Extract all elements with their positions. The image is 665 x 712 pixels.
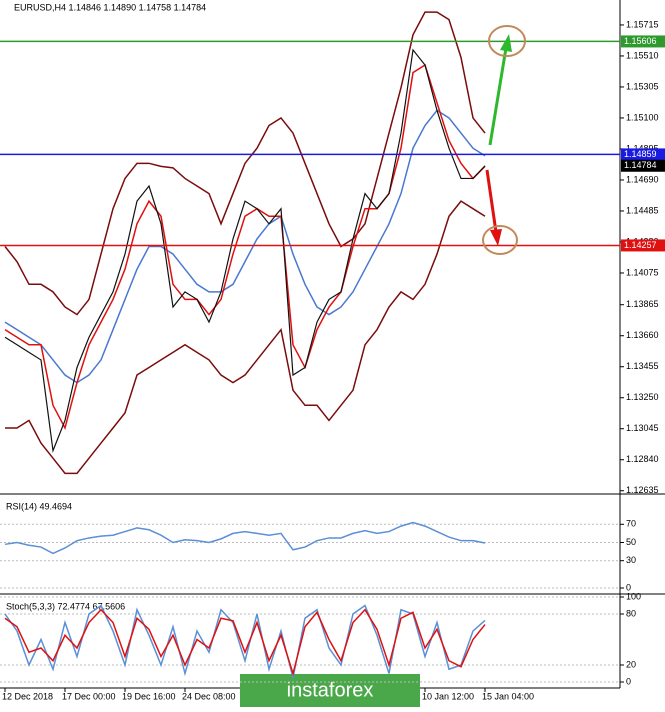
- series-line: [4, 48, 486, 454]
- y-tick-label: 100: [626, 591, 641, 601]
- series-line: [4, 608, 486, 677]
- series-line: [4, 521, 486, 555]
- x-tick-label: 10 Jan 12:00: [422, 691, 474, 701]
- y-tick-label: 1.12635: [626, 485, 659, 495]
- arrow: [485, 169, 498, 233]
- arrow-head: [500, 34, 512, 52]
- y-tick-label: 0: [626, 582, 631, 592]
- arrow: [488, 47, 508, 146]
- pane-title: EURUSD,H4 1.14846 1.14890 1.14758 1.1478…: [14, 2, 206, 12]
- series-line: [4, 109, 486, 384]
- y-tick-label: 1.15305: [626, 81, 659, 91]
- x-tick-label: 17 Dec 00:00: [62, 691, 116, 701]
- x-tick-label: 12 Dec 2018: [2, 691, 53, 701]
- level-label-box: [621, 239, 665, 252]
- y-tick-label: 0: [626, 676, 631, 686]
- target-ellipse: [482, 225, 518, 255]
- level-label: 1.14257: [624, 240, 657, 250]
- y-tick-label: 1.14075: [626, 267, 659, 277]
- y-tick-label: 80: [626, 608, 636, 618]
- level-label-box: [621, 159, 665, 172]
- target-ellipse: [488, 25, 526, 57]
- logo-box: [240, 674, 420, 707]
- y-tick-label: 20: [626, 659, 636, 669]
- level-label: 1.14859: [624, 149, 657, 159]
- y-tick-label: 1.12840: [626, 454, 659, 464]
- arrow-head: [490, 229, 502, 246]
- y-tick-label: 1.14895: [626, 143, 659, 153]
- y-tick-label: 70: [626, 519, 636, 529]
- series-line: [4, 604, 486, 678]
- y-tick-label: 1.13660: [626, 330, 659, 340]
- series-line: [4, 11, 486, 316]
- annotations: [482, 25, 526, 255]
- x-tick-label: 24 Dec 08:00: [182, 691, 236, 701]
- y-tick-label: 1.14485: [626, 205, 659, 215]
- series-line: [5, 200, 486, 475]
- y-tick-label: 1.13250: [626, 392, 659, 402]
- pane-title: RSI(14) 49.4694: [6, 501, 72, 511]
- x-tick-label: 19 Dec 16:00: [122, 691, 176, 701]
- y-tick-label: 1.15510: [626, 50, 659, 60]
- y-tick-label: 1.15715: [626, 19, 659, 29]
- level-label-box: [621, 35, 665, 48]
- level-label-box: [621, 148, 665, 161]
- level-label: 1.15606: [624, 36, 657, 46]
- y-tick-label: 1.14690: [626, 174, 659, 184]
- pane-title: Stoch(5,3,3) 72.4774 67.5606: [6, 601, 125, 611]
- y-tick-label: 1.13045: [626, 423, 659, 433]
- y-tick-label: 30: [626, 555, 636, 565]
- series-line: [4, 63, 486, 431]
- y-tick-label: 1.13455: [626, 361, 659, 371]
- y-tick-label: 1.13865: [626, 299, 659, 309]
- x-tick-label: 15 Jan 04:00: [482, 691, 534, 701]
- y-tick-label: 1.15100: [626, 112, 659, 122]
- level-label: 1.14784: [624, 160, 657, 170]
- y-tick-label: 50: [626, 537, 636, 547]
- watermark: instaforex: [287, 679, 374, 701]
